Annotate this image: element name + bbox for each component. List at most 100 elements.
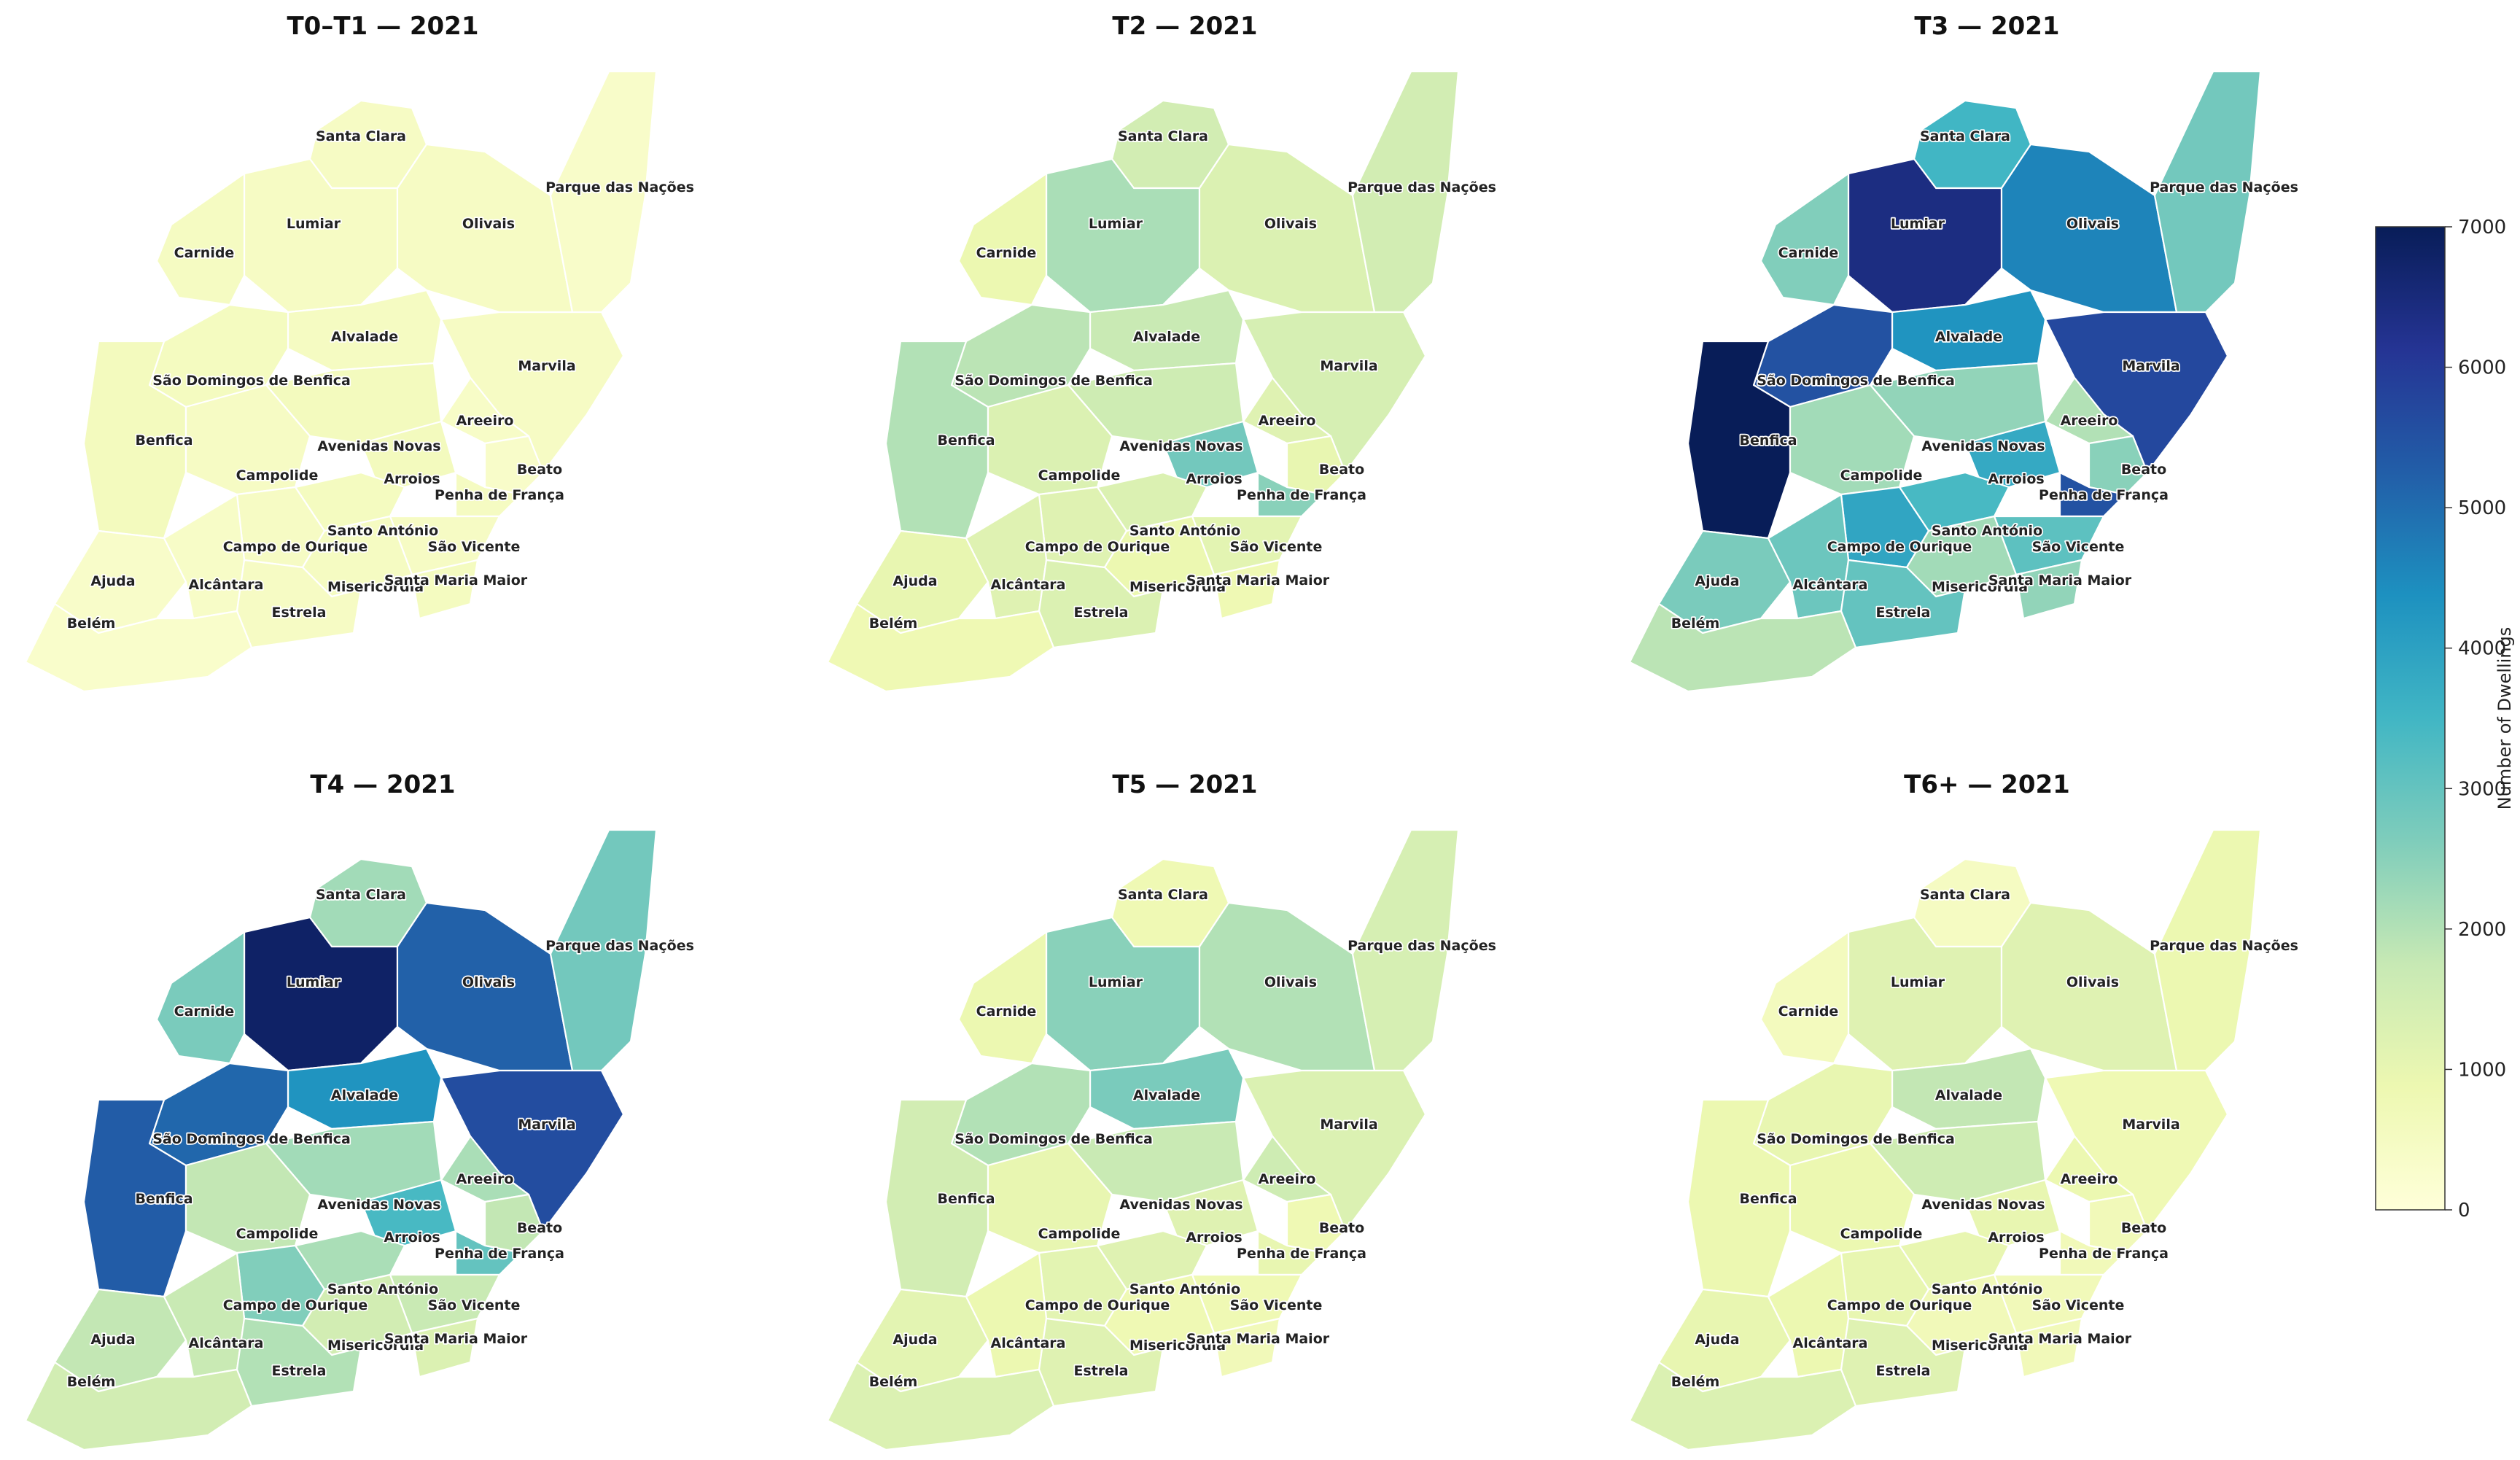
parish-label-santa-clara: Santa Clara — [1920, 128, 2010, 144]
parish-parque-das-nacoes — [1351, 828, 1460, 1072]
parish-label-arroios: Arroios — [1988, 1230, 2044, 1246]
parish-label-campolide: Campolide — [1038, 1226, 1121, 1242]
colorbar-tick-label: 0 — [2458, 1200, 2470, 1222]
parish-label-penha-de-franca: Penha de França — [2039, 1246, 2169, 1262]
parish-beato — [483, 435, 545, 496]
parish-label-sao-vicente: São Vicente — [1230, 539, 1323, 555]
parish-label-estrela: Estrela — [1074, 605, 1129, 621]
parish-parque-das-nacoes — [1351, 70, 1460, 314]
parish-label-misericordia: Misericórdia — [327, 579, 424, 595]
parish-label-olivais: Olivais — [2066, 216, 2119, 232]
parish-label-santa-maria-maior: Santa Maria Maior — [384, 1331, 528, 1347]
parish-label-campo-de-ourique: Campo de Ourique — [1025, 1297, 1170, 1313]
parish-label-marvila: Marvila — [2122, 1117, 2179, 1133]
parish-label-avenidas-novas: Avenidas Novas — [317, 438, 440, 454]
parish-label-estrela: Estrela — [272, 605, 327, 621]
parish-label-marvila: Marvila — [1320, 358, 1377, 374]
colorbar-tick-label: 5000 — [2458, 497, 2506, 519]
parish-label-santa-maria-maior: Santa Maria Maior — [384, 572, 528, 589]
map-panel-t5: T5 — 2021 Santa Clara Lumiar Olivais Parque … — [826, 770, 1498, 1451]
parish-santa-maria-maior — [411, 1317, 479, 1378]
parish-label-sao-domingos-de-benfica: São Domingos de Benfica — [954, 1131, 1153, 1147]
parish-carnide — [957, 931, 1048, 1065]
parish-alcantara — [163, 1251, 246, 1378]
colorbar-tick-label: 7000 — [2458, 217, 2506, 238]
parish-label-santa-maria-maior: Santa Maria Maior — [1186, 572, 1330, 589]
panel-title: T0–T1 — 2021 — [287, 12, 478, 41]
parish-label-alcantara: Alcântara — [1793, 1335, 1868, 1351]
parish-label-alcantara: Alcântara — [1793, 577, 1868, 593]
parish-label-penha-de-franca: Penha de França — [435, 1246, 564, 1262]
parish-santa-maria-maior — [411, 559, 479, 620]
parish-label-belem: Belém — [869, 616, 918, 632]
parish-belem — [24, 1361, 253, 1451]
parish-alcantara — [965, 493, 1048, 620]
parish-label-olivais: Olivais — [2066, 974, 2119, 990]
parish-label-beato: Beato — [2121, 1220, 2166, 1236]
parish-label-belem: Belém — [67, 616, 116, 632]
parish-label-campolide: Campolide — [1840, 1226, 1923, 1242]
parish-label-alvalade: Alvalade — [331, 1087, 398, 1103]
parish-label-sao-vicente: São Vicente — [428, 539, 521, 555]
parish-label-arroios: Arroios — [1988, 471, 2044, 487]
parish-label-carnide: Carnide — [1778, 245, 1839, 261]
parish-label-areeiro: Areeiro — [456, 413, 514, 429]
parish-label-alcantara: Alcântara — [991, 577, 1066, 593]
parish-label-marvila: Marvila — [518, 1117, 575, 1133]
parish-label-marvila: Marvila — [518, 358, 575, 374]
parish-label-avenidas-novas: Avenidas Novas — [1119, 1197, 1242, 1213]
parish-label-sao-vicente: São Vicente — [428, 1297, 521, 1313]
parish-santa-maria-maior — [1213, 1317, 1281, 1378]
parish-map: Santa Clara Lumiar Olivais Parque das Naçõe… — [1628, 828, 2300, 1451]
parish-label-ajuda: Ajuda — [90, 573, 135, 589]
parish-alvalade — [1891, 289, 2047, 372]
parish-label-beato: Beato — [2121, 462, 2166, 478]
parish-label-parque-das-nacoes: Parque das Nações — [545, 938, 694, 954]
parish-carnide — [155, 172, 246, 306]
parish-label-marvila: Marvila — [1320, 1117, 1377, 1133]
parish-carnide — [1759, 931, 1850, 1065]
parish-label-beato: Beato — [517, 1220, 562, 1236]
parish-label-santo-antonio: Santo António — [1932, 1281, 2042, 1297]
parish-label-parque-das-nacoes: Parque das Nações — [1348, 938, 1496, 954]
parish-label-misericordia: Misericórdia — [1932, 1337, 2028, 1354]
colorbar-tick-label: 6000 — [2458, 357, 2506, 379]
parish-label-santa-maria-maior: Santa Maria Maior — [1186, 1331, 1330, 1347]
parish-label-avenidas-novas: Avenidas Novas — [1921, 438, 2045, 454]
parish-label-estrela: Estrela — [1876, 605, 1931, 621]
parish-label-areeiro: Areeiro — [1259, 413, 1316, 429]
parish-label-santa-clara: Santa Clara — [1118, 887, 1208, 903]
parish-label-santo-antonio: Santo António — [1129, 523, 1240, 539]
parish-label-benfica: Benfica — [135, 432, 192, 449]
parish-label-belem: Belém — [1671, 616, 1720, 632]
parish-label-santo-antonio: Santo António — [327, 523, 438, 539]
parish-parque-das-nacoes — [549, 70, 658, 314]
parish-label-lumiar: Lumiar — [1089, 216, 1143, 232]
parish-map: Santa Clara Lumiar Olivais Parque das Naçõe… — [24, 70, 696, 693]
parish-label-beato: Beato — [517, 462, 562, 478]
parish-belem — [1628, 1361, 1857, 1451]
parish-label-santa-maria-maior: Santa Maria Maior — [1988, 572, 2132, 589]
parish-label-olivais: Olivais — [462, 216, 515, 232]
parish-parque-das-nacoes — [2153, 70, 2262, 314]
parish-arroios — [359, 1179, 457, 1247]
parish-label-campo-de-ourique: Campo de Ourique — [1827, 539, 1972, 555]
parish-label-beato: Beato — [1319, 1220, 1364, 1236]
parish-label-alvalade: Alvalade — [1935, 1087, 2002, 1103]
panel-title: T2 — 2021 — [1112, 12, 1257, 41]
parish-label-benfica: Benfica — [1739, 1191, 1797, 1207]
parish-label-sao-vicente: São Vicente — [1230, 1297, 1323, 1313]
parish-label-campolide: Campolide — [236, 467, 319, 484]
colorbar-tick-label: 1000 — [2458, 1059, 2506, 1081]
parish-label-avenidas-novas: Avenidas Novas — [317, 1197, 440, 1213]
parish-label-lumiar: Lumiar — [1891, 216, 1945, 232]
parish-label-campo-de-ourique: Campo de Ourique — [1827, 1297, 1972, 1313]
parish-label-campo-de-ourique: Campo de Ourique — [223, 1297, 368, 1313]
parish-label-lumiar: Lumiar — [287, 216, 341, 232]
map-panels: T0–T1 — 2021 Santa Clara Lumiar Olivais Parq… — [24, 12, 2300, 1451]
parish-label-belem: Belém — [67, 1374, 116, 1390]
parish-label-alvalade: Alvalade — [1133, 329, 1200, 345]
parish-label-estrela: Estrela — [1876, 1363, 1931, 1379]
parish-label-sao-domingos-de-benfica: São Domingos de Benfica — [1757, 1131, 1955, 1147]
